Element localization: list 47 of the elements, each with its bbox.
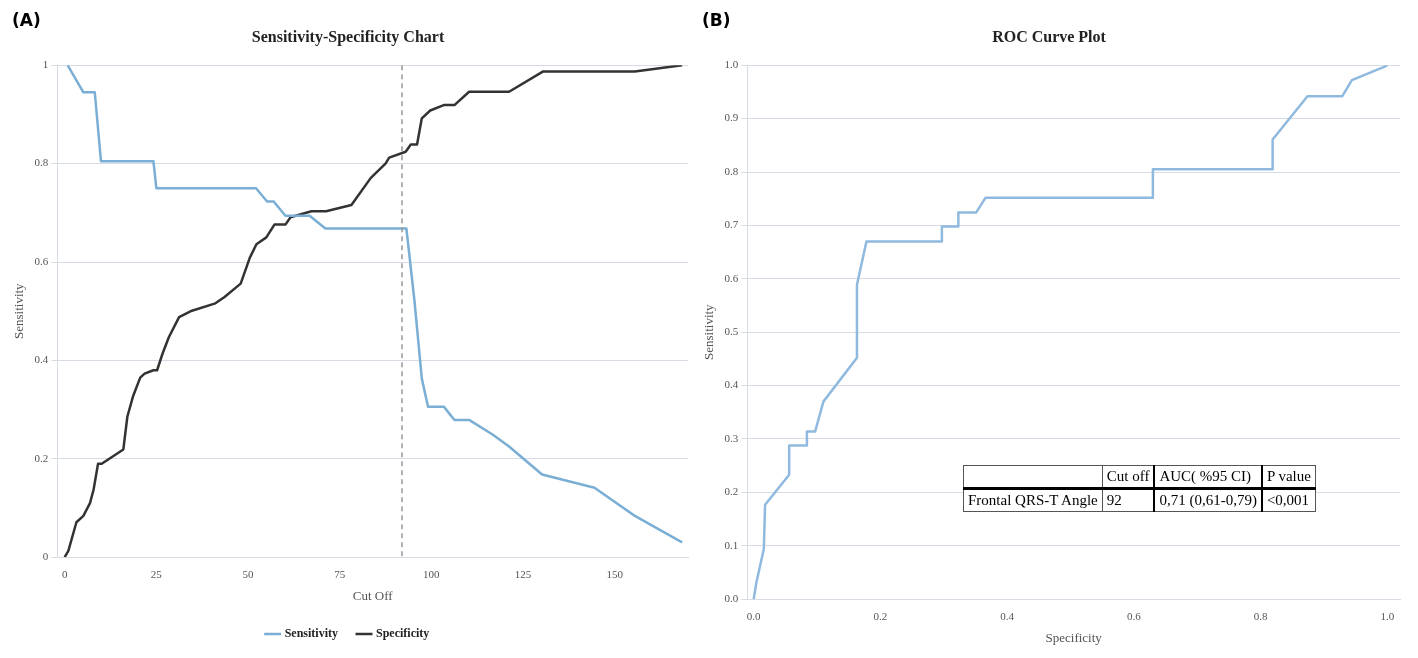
chart-title: Sensitivity-Specificity Chart <box>251 27 445 46</box>
legend-label: Sensitivity <box>284 626 339 641</box>
y-tick-label: 0.9 <box>724 111 739 124</box>
y-tick-label: 1 <box>42 58 49 71</box>
x-axis-title: Cut Off <box>352 587 394 603</box>
annotation: Frontal QRS-T Angle <box>963 488 1103 512</box>
y-tick-label: 0.8 <box>34 156 49 169</box>
annotation: Cut off <box>1102 465 1155 489</box>
y-tick-label: 0.2 <box>724 485 739 498</box>
chart-title: ROC Curve Plot <box>992 27 1107 45</box>
x-tick-label: 0.0 <box>746 609 762 622</box>
x-tick-label: 150 <box>606 567 624 580</box>
text: (B) <box>702 10 731 30</box>
y-tick-label: 0.4 <box>34 353 49 366</box>
x-tick-label: 25 <box>150 567 163 580</box>
x-tick-label: 0.2 <box>873 609 888 622</box>
y-tick-label: 0.2 <box>34 451 49 464</box>
x-tick-label: 75 <box>334 567 346 580</box>
y-tick-label: 0.3 <box>724 431 739 444</box>
x-tick-label: 1.0 <box>1380 609 1395 622</box>
x-tick-label: 50 <box>242 567 255 580</box>
y-tick-label: 1.0 <box>724 58 739 71</box>
annotation: 92 <box>1102 488 1155 512</box>
text: (A) <box>12 10 41 30</box>
x-tick-label: 0.6 <box>1127 609 1142 622</box>
legend-label: Specificity <box>376 626 430 641</box>
y-axis-title: Sensitivity <box>701 303 717 361</box>
y-tick-label: 0 <box>42 550 49 563</box>
annotation: P value <box>1261 465 1316 489</box>
y-tick-label: 0.8 <box>724 164 739 177</box>
y-tick-label: 0.5 <box>724 325 739 338</box>
x-tick-label: 0.4 <box>1000 609 1015 622</box>
x-axis-title: Specificity <box>1045 629 1103 645</box>
annotation: 0,71 (0,61-0,79) <box>1154 488 1262 512</box>
x-tick-label: 0 <box>61 567 68 580</box>
annotation: AUC( %95 CI) <box>1154 465 1262 489</box>
x-tick-label: 100 <box>423 567 441 580</box>
y-axis-title: Sensitivity <box>11 282 27 340</box>
y-tick-label: 0.6 <box>724 271 739 284</box>
y-tick-label: 0.0 <box>724 592 739 605</box>
annotation: <0,001 <box>1261 488 1316 512</box>
y-tick-label: 0.6 <box>34 254 49 267</box>
y-tick-label: 0.7 <box>724 218 739 231</box>
x-tick-label: 125 <box>514 567 532 580</box>
x-tick-label: 0.8 <box>1253 609 1268 622</box>
y-tick-label: 0.4 <box>724 378 739 391</box>
y-tick-label: 0.1 <box>724 538 739 551</box>
